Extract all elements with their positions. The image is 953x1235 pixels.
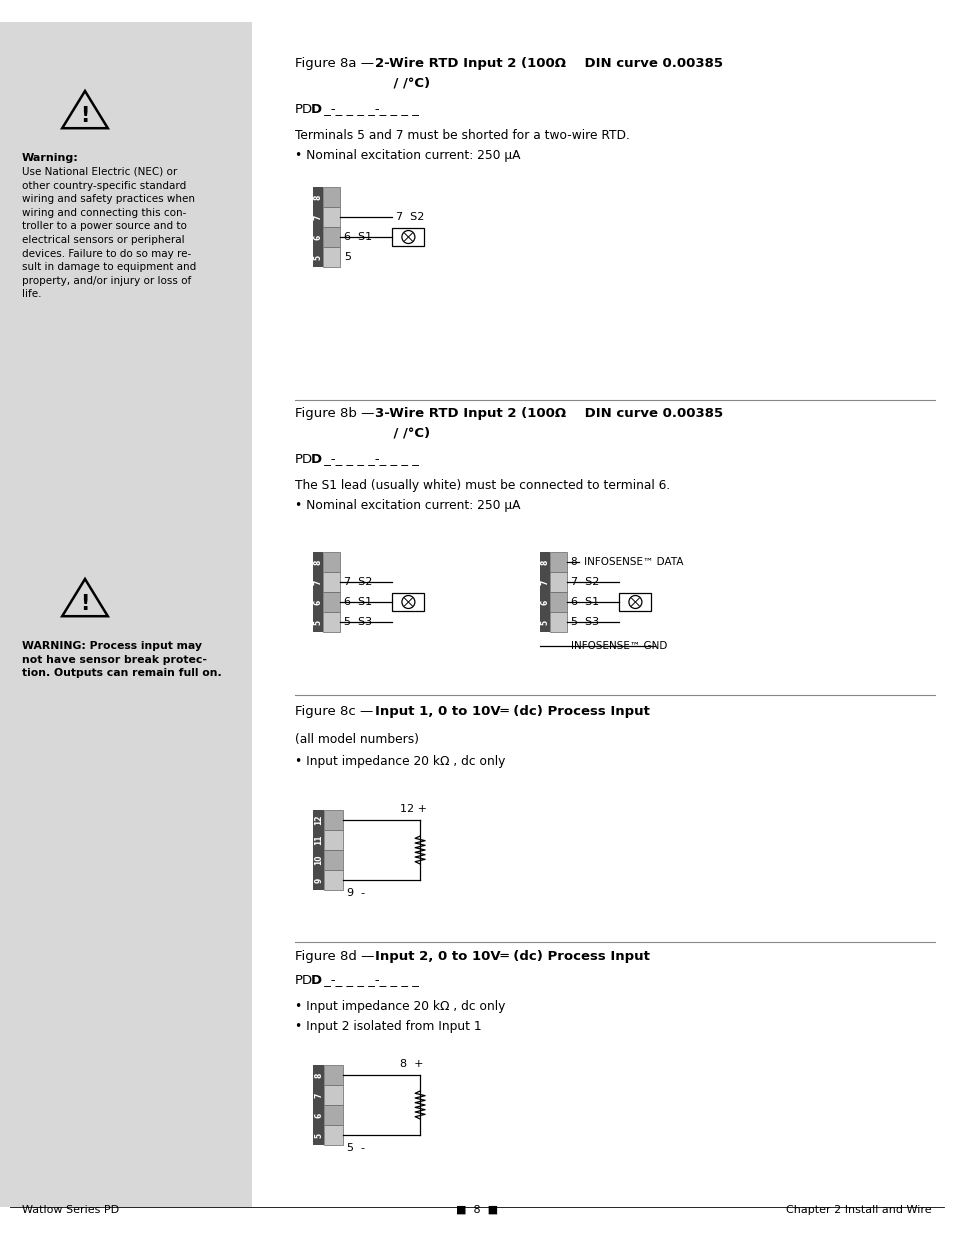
- Text: WARNING: Process input may
not have sensor break protec-
tion. Outputs can remai: WARNING: Process input may not have sens…: [22, 641, 221, 678]
- Text: 7: 7: [314, 579, 322, 584]
- Text: 5  S3: 5 S3: [344, 618, 372, 627]
- Bar: [313, 552, 323, 632]
- Text: 9: 9: [314, 877, 323, 883]
- Bar: [550, 592, 567, 613]
- Bar: [323, 186, 340, 207]
- Text: !: !: [80, 106, 90, 126]
- Bar: [392, 228, 424, 246]
- Bar: [323, 552, 340, 572]
- Bar: [324, 850, 343, 869]
- Text: 5: 5: [344, 252, 351, 262]
- Text: 7  S2: 7 S2: [396, 212, 424, 222]
- Bar: [392, 593, 424, 611]
- Bar: [324, 1065, 343, 1086]
- Text: D: D: [311, 974, 322, 987]
- Text: 5: 5: [314, 620, 322, 625]
- Text: 5  S3: 5 S3: [571, 618, 598, 627]
- Text: D: D: [311, 453, 322, 466]
- Text: 8  +: 8 +: [399, 1058, 423, 1070]
- Bar: [324, 1086, 343, 1105]
- Bar: [323, 247, 340, 267]
- Text: PD: PD: [294, 103, 313, 116]
- Text: 5  -: 5 -: [347, 1144, 365, 1153]
- Bar: [313, 1065, 324, 1145]
- Text: 7: 7: [314, 215, 322, 220]
- Bar: [0, 22, 252, 1207]
- Text: 7: 7: [314, 1092, 323, 1098]
- Text: 8  INFOSENSE™ DATA: 8 INFOSENSE™ DATA: [571, 557, 683, 567]
- Text: / /°C): / /°C): [375, 427, 430, 440]
- Bar: [323, 613, 340, 632]
- Text: 8: 8: [314, 559, 322, 564]
- Text: • Input impedance 20 kΩ , dc only: • Input impedance 20 kΩ , dc only: [294, 755, 505, 768]
- Bar: [313, 810, 324, 890]
- Text: 11: 11: [314, 835, 323, 845]
- Text: 5: 5: [314, 254, 322, 259]
- Text: 8: 8: [314, 194, 322, 200]
- Text: 12: 12: [314, 815, 323, 825]
- Bar: [550, 613, 567, 632]
- Text: Figure 8b —: Figure 8b —: [294, 408, 378, 420]
- Text: 10: 10: [314, 855, 323, 866]
- Text: 3-Wire RTD Input 2 (100Ω    DIN curve 0.00385: 3-Wire RTD Input 2 (100Ω DIN curve 0.003…: [375, 408, 722, 420]
- Text: 12 +: 12 +: [399, 804, 427, 814]
- Text: 8: 8: [540, 559, 549, 564]
- Bar: [618, 593, 651, 611]
- Text: _-_ _ _ _-_ _ _ _: _-_ _ _ _-_ _ _ _: [319, 453, 418, 466]
- Text: _-_ _ _ _-_ _ _ _: _-_ _ _ _-_ _ _ _: [319, 103, 418, 116]
- Text: Use National Electric (NEC) or
other country-specific standard
wiring and safety: Use National Electric (NEC) or other cou…: [22, 167, 196, 299]
- Text: 6  S1: 6 S1: [571, 597, 598, 606]
- Text: • Nominal excitation current: 250 μA: • Nominal excitation current: 250 μA: [294, 149, 520, 162]
- Text: ■  8  ■: ■ 8 ■: [456, 1205, 497, 1215]
- Text: 5: 5: [540, 620, 549, 625]
- Text: D: D: [311, 103, 322, 116]
- Text: 9  -: 9 -: [347, 888, 365, 898]
- Bar: [324, 830, 343, 850]
- Text: 7: 7: [540, 579, 549, 584]
- Bar: [323, 227, 340, 247]
- Text: / /°C): / /°C): [375, 77, 430, 90]
- Text: • Input 2 isolated from Input 1: • Input 2 isolated from Input 1: [294, 1020, 481, 1032]
- Text: 6: 6: [314, 235, 322, 240]
- Text: Chapter 2 Install and Wire: Chapter 2 Install and Wire: [785, 1205, 931, 1215]
- Bar: [323, 207, 340, 227]
- Bar: [324, 1125, 343, 1145]
- Text: PD: PD: [294, 453, 313, 466]
- Text: 8: 8: [314, 1072, 323, 1078]
- Text: INFOSENSE™ GND: INFOSENSE™ GND: [571, 641, 667, 651]
- Text: PD: PD: [294, 974, 313, 987]
- Text: Input 2, 0 to 10V═ (dc) Process Input: Input 2, 0 to 10V═ (dc) Process Input: [375, 950, 649, 963]
- Text: _-_ _ _ _-_ _ _ _: _-_ _ _ _-_ _ _ _: [319, 974, 418, 987]
- Bar: [313, 186, 323, 267]
- Text: 7  S2: 7 S2: [344, 577, 373, 587]
- Text: 6: 6: [314, 599, 322, 605]
- Bar: [323, 572, 340, 592]
- Bar: [324, 869, 343, 890]
- Bar: [324, 1105, 343, 1125]
- Text: !: !: [80, 594, 90, 614]
- Bar: [323, 592, 340, 613]
- Text: • Nominal excitation current: 250 μA: • Nominal excitation current: 250 μA: [294, 499, 520, 513]
- Text: • Input impedance 20 kΩ , dc only: • Input impedance 20 kΩ , dc only: [294, 1000, 505, 1013]
- Text: 6  S1: 6 S1: [344, 232, 372, 242]
- Text: 6  S1: 6 S1: [344, 597, 372, 606]
- Text: Input 1, 0 to 10V═ (dc) Process Input: Input 1, 0 to 10V═ (dc) Process Input: [375, 705, 649, 718]
- Bar: [550, 552, 567, 572]
- Text: Figure 8d —: Figure 8d —: [294, 950, 378, 963]
- Text: 7  S2: 7 S2: [571, 577, 599, 587]
- Text: Warning:: Warning:: [22, 153, 79, 163]
- Text: (all model numbers): (all model numbers): [294, 734, 418, 746]
- Text: 6: 6: [540, 599, 549, 605]
- Text: Figure 8c —: Figure 8c —: [294, 705, 377, 718]
- Text: 2-Wire RTD Input 2 (100Ω    DIN curve 0.00385: 2-Wire RTD Input 2 (100Ω DIN curve 0.003…: [375, 57, 722, 70]
- Text: Figure 8a —: Figure 8a —: [294, 57, 377, 70]
- Text: 5: 5: [314, 1132, 323, 1137]
- Text: Watlow Series PD: Watlow Series PD: [22, 1205, 119, 1215]
- Text: 6: 6: [314, 1113, 323, 1118]
- Bar: [539, 552, 550, 632]
- Bar: [324, 810, 343, 830]
- Bar: [550, 572, 567, 592]
- Text: The S1 lead (usually white) must be connected to terminal 6.: The S1 lead (usually white) must be conn…: [294, 479, 670, 492]
- Text: Terminals 5 and 7 must be shorted for a two-wire RTD.: Terminals 5 and 7 must be shorted for a …: [294, 128, 629, 142]
